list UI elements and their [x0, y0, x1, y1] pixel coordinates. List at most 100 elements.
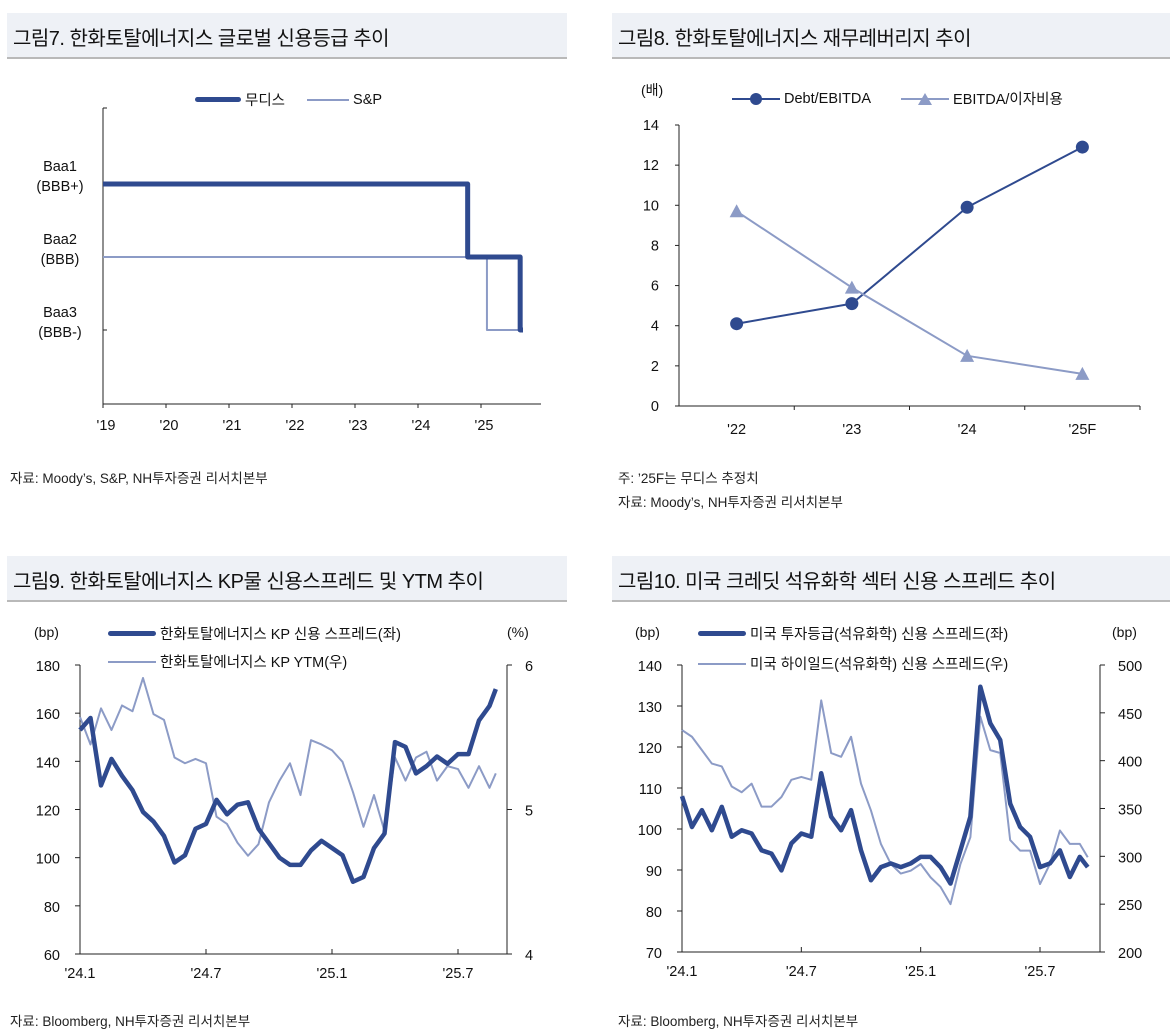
- fig9-y-left-tick-label: 120: [36, 804, 60, 820]
- figure9-title: 그림9. 한화토탈에너지스 KP물 신용스프레드 및 YTM 추이: [13, 571, 484, 593]
- fig8-y-tick-label: 14: [643, 118, 659, 134]
- fig10-x-tick-label: '24.7: [786, 964, 817, 980]
- fig10-x-tick-label: '24.1: [667, 964, 698, 980]
- fig9-y-left-tick-label: 100: [36, 852, 60, 868]
- fig9-y-left-tick-label: 140: [36, 755, 60, 771]
- figure10-source: 자료: Bloomberg, NH투자증권 리서치본부: [618, 1014, 859, 1029]
- legend-label-ig-spread: 미국 투자등급(석유화학) 신용 스프레드(좌): [750, 627, 1009, 643]
- fig8-y-tick-label: 8: [651, 238, 659, 254]
- fig8-y-tick-label: 12: [643, 158, 659, 174]
- figure7-title: 그림7. 한화토탈에너지스 글로벌 신용등급 추이: [13, 28, 390, 50]
- fig10-x-tick-label: '25.1: [905, 964, 936, 980]
- fig7-y-label-rating: Baa1: [43, 159, 77, 175]
- fig8-x-tick-label: '24: [958, 422, 977, 438]
- fig8-series-debt-ebitda: [736, 146, 1083, 325]
- fig8-y-tick-label: 4: [651, 319, 659, 335]
- fig8-point-debt-ebitda: [1075, 140, 1089, 154]
- fig10-y-left-tick-label: 80: [646, 905, 662, 921]
- fig9-x-tick-label: '25.7: [443, 966, 474, 982]
- fig9-x-tick-label: '25.1: [317, 966, 348, 982]
- figure10-title: 그림10. 미국 크레딧 석유화학 섹터 신용 스프레드 추이: [618, 571, 1056, 593]
- legend-label-kp-ytm: 한화토탈에너지스 KP YTM(우): [160, 655, 348, 671]
- figure7-source: 자료: Moody’s, S&P, NH투자증권 리서치본부: [10, 471, 268, 486]
- legend-label-ebitda-interest: EBITDA/이자비용: [953, 92, 1063, 108]
- fig9-y-left-tick-label: 160: [36, 707, 60, 723]
- fig7-y-label-rating: (BBB+): [36, 179, 83, 195]
- fig10-series-left: [679, 684, 1090, 886]
- fig7-x-tick-label: '24: [412, 418, 431, 434]
- fig9-y-left-tick-label: 60: [44, 948, 60, 964]
- figure8-title-bar: 그림8. 한화토탈에너지스 재무레버리지 추이: [612, 13, 1170, 59]
- fig9-x-tick-label: '24.7: [191, 966, 222, 982]
- legend-label-hy-spread: 미국 하이일드(석유화학) 신용 스프레드(우): [750, 657, 1009, 673]
- legend-label-debt-ebitda: Debt/EBITDA: [784, 90, 872, 107]
- fig7-x-tick-label: '25: [475, 418, 494, 434]
- fig8-point-debt-ebitda: [845, 297, 859, 311]
- figure8-legend: Debt/EBITDA EBITDA/이자비용: [732, 88, 1063, 109]
- legend-swatch-hy-spread: [698, 662, 746, 665]
- fig10-y-left-tick-label: 90: [646, 864, 662, 880]
- fig9-series-left: [78, 688, 498, 884]
- figure10-y-left-unit: (bp): [635, 624, 660, 640]
- figure10-legend-1: 미국 투자등급(석유화학) 신용 스프레드(좌): [698, 623, 1008, 644]
- figure9-source: 자료: Bloomberg, NH투자증권 리서치본부: [10, 1014, 251, 1029]
- fig9-y-right-tick-label: 6: [525, 659, 533, 675]
- fig7-y-label-rating: (BBB-): [38, 325, 82, 341]
- figure8-note: 주: ’25F는 무디스 추정치: [618, 471, 759, 486]
- figure9-legend-2: 한화토탈에너지스 KP YTM(우): [108, 651, 347, 672]
- fig7-x-tick-label: '20: [160, 418, 179, 434]
- fig8-point-ebitda-interest: [729, 204, 744, 218]
- fig9-y-right-tick-label: 4: [525, 948, 533, 964]
- legend-swatch-sp: [307, 98, 350, 101]
- legend-swatch-ebitda-interest: [901, 92, 950, 105]
- fig10-y-right-tick-label: 200: [1118, 946, 1142, 962]
- fig9-series-right: [79, 677, 497, 857]
- fig10-y-left-tick-label: 130: [638, 700, 662, 716]
- figure10-legend-2: 미국 하이일드(석유화학) 신용 스프레드(우): [698, 653, 1008, 674]
- figure9-y-left-unit: (bp): [34, 624, 59, 640]
- fig10-y-right-tick-label: 500: [1118, 659, 1142, 675]
- fig10-series-right: [681, 699, 1089, 906]
- fig8-y-tick-label: 2: [651, 359, 659, 375]
- figure8-title: 그림8. 한화토탈에너지스 재무레버리지 추이: [618, 28, 972, 50]
- fig8-y-tick-label: 0: [651, 399, 659, 415]
- fig9-x-tick-label: '24.1: [65, 966, 96, 982]
- fig10-y-left-tick-label: 70: [646, 946, 662, 962]
- fig8-point-ebitda-interest: [1075, 366, 1090, 380]
- fig7-y-label-rating: (BBB): [41, 252, 80, 268]
- legend-label-sp: S&P: [353, 91, 383, 108]
- figure9-title-bar: 그림9. 한화토탈에너지스 KP물 신용스프레드 및 YTM 추이: [7, 556, 567, 602]
- legend-label-kp-spread: 한화토탈에너지스 KP 신용 스프레드(좌): [160, 627, 401, 643]
- fig10-y-right-tick-label: 400: [1118, 755, 1142, 771]
- fig7-series-sp: [103, 256, 523, 331]
- fig9-y-right-tick-label: 5: [525, 804, 533, 820]
- fig7-series-moodys: [103, 181, 523, 333]
- fig10-y-right-tick-label: 250: [1118, 898, 1142, 914]
- fig7-x-tick-label: '19: [97, 418, 116, 434]
- fig10-y-right-tick-label: 450: [1118, 707, 1142, 723]
- fig7-x-tick-label: '22: [286, 418, 305, 434]
- figure7-legend: 무디스 S&P: [195, 89, 382, 110]
- figure10-title-bar: 그림10. 미국 크레딧 석유화학 섹터 신용 스프레드 추이: [612, 556, 1170, 602]
- fig10-y-right-tick-label: 350: [1118, 803, 1142, 819]
- fig8-series-ebitda-interest: [736, 210, 1083, 375]
- figure10-y-right-unit: (bp): [1112, 624, 1137, 640]
- fig10-y-right-tick-label: 300: [1118, 850, 1142, 866]
- fig10-y-left-tick-label: 120: [638, 741, 662, 757]
- legend-swatch-moodys: [195, 97, 241, 102]
- figure7-title-bar: 그림7. 한화토탈에너지스 글로벌 신용등급 추이: [7, 13, 567, 59]
- fig9-y-left-tick-label: 80: [44, 900, 60, 916]
- figure8-source: 자료: Moody’s, NH투자증권 리서치본부: [618, 495, 843, 510]
- fig8-point-ebitda-interest: [960, 348, 975, 362]
- fig8-y-tick-label: 10: [643, 198, 659, 214]
- fig8-x-tick-label: '22: [727, 422, 746, 438]
- fig10-y-left-tick-label: 140: [638, 659, 662, 675]
- fig8-point-debt-ebitda: [730, 317, 744, 331]
- figure9-legend-1: 한화토탈에너지스 KP 신용 스프레드(좌): [108, 623, 401, 644]
- legend-swatch-kp-ytm: [108, 660, 156, 663]
- legend-swatch-ig-spread: [698, 631, 746, 636]
- figure9-y-right-unit: (%): [507, 624, 529, 640]
- legend-swatch-kp-spread: [108, 631, 156, 636]
- fig8-x-tick-label: '23: [842, 422, 861, 438]
